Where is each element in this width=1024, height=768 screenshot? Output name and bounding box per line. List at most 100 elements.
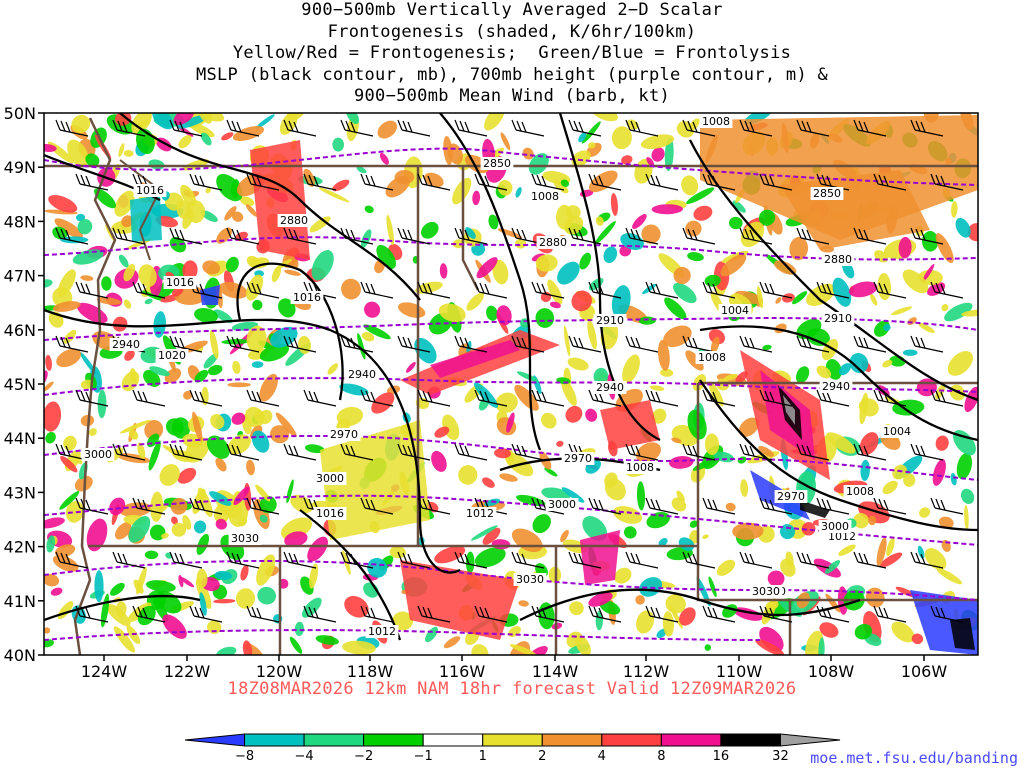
wind-barb	[454, 119, 488, 137]
pressure-label-bg	[528, 190, 562, 203]
wind-barb	[739, 335, 773, 353]
colorbar-tick-label: −2	[354, 749, 373, 764]
colorbar-swatch	[482, 733, 543, 747]
wind-barb	[511, 551, 545, 569]
wind-barb	[796, 551, 830, 569]
wind-barb	[417, 497, 451, 515]
wind-barb	[360, 389, 394, 407]
colorbar-tick-label: −1	[414, 749, 433, 764]
colorbar-tick-label: 16	[713, 749, 730, 764]
wind-barb	[189, 605, 223, 623]
wind-barb	[739, 227, 773, 245]
colorbar-tick-label: −4	[295, 749, 314, 764]
pressure-label: 1016	[136, 184, 164, 197]
height-label-bg	[228, 532, 262, 545]
wind-barb	[910, 551, 944, 569]
pressure-label-bg	[843, 485, 877, 498]
colorbar-swatch	[601, 733, 662, 747]
height-label: 3030	[231, 532, 259, 545]
wind-barb	[189, 389, 223, 407]
wind-barb	[702, 389, 736, 407]
wind-barb	[568, 119, 602, 137]
wind-barb	[853, 227, 887, 245]
wind-barb	[55, 335, 89, 353]
lon-label: 122W	[164, 662, 211, 681]
title-line-2: Frontogenesis (shaded, K/6hr/100km)	[327, 21, 697, 42]
pressure-label: 1016	[166, 276, 194, 289]
height-label-bg	[818, 520, 852, 533]
wind-barb	[474, 605, 508, 623]
height-label-bg	[277, 214, 311, 227]
lon-label: 108W	[808, 662, 855, 681]
title-block: 900−500mb Vertically Averaged 2−D Scalar…	[0, 0, 1024, 108]
wind-barb	[511, 119, 545, 137]
wind-barb	[853, 119, 887, 137]
wind-barb	[340, 335, 374, 353]
wind-barb	[910, 227, 944, 245]
pressure-label-bg	[463, 507, 497, 520]
credit-link[interactable]: moe.met.fsu.edu/banding	[810, 749, 1018, 767]
wind-barb	[625, 227, 659, 245]
wind-barb	[759, 497, 793, 515]
wind-barb	[340, 119, 374, 137]
height-label-bg	[545, 498, 579, 511]
wind-barb	[132, 605, 166, 623]
wind-barb	[853, 335, 887, 353]
height-label-bg	[81, 448, 115, 461]
colorbar-swatch	[541, 733, 603, 747]
wind-barb	[397, 227, 431, 245]
wind-barb	[645, 173, 679, 191]
wind-barb	[454, 227, 488, 245]
wind-barb	[360, 281, 394, 299]
wind-barb	[283, 335, 317, 353]
height-label-bg	[109, 338, 143, 351]
wind-barb	[417, 281, 451, 299]
wind-barb	[682, 119, 716, 137]
wind-barb	[531, 173, 565, 191]
state-border	[461, 166, 480, 291]
wind-barb	[340, 443, 374, 461]
wind-barb	[169, 119, 203, 137]
wind-barb	[226, 119, 260, 137]
wind-barb	[645, 281, 679, 299]
wind-barb	[283, 227, 317, 245]
wind-barb	[283, 443, 317, 461]
height-label: 3000	[84, 448, 112, 461]
wind-barb	[246, 605, 280, 623]
wind-barb	[340, 551, 374, 569]
height-label-bg	[536, 236, 570, 249]
wind-barb	[189, 497, 223, 515]
wind-barb	[397, 335, 431, 353]
title-line-5: 900−500mb Mean Wind (barb, kt)	[353, 86, 671, 106]
wind-barb	[340, 227, 374, 245]
wind-barb	[189, 173, 223, 191]
wind-barb	[417, 389, 451, 407]
colorbar-swatch	[660, 733, 722, 747]
colorbar-swatch	[184, 733, 246, 747]
lon-label: 106W	[901, 662, 948, 681]
wind-barb	[796, 335, 830, 353]
wind-barb	[873, 173, 907, 191]
pressure-label-bg	[365, 625, 399, 638]
pressure-label-bg	[825, 530, 859, 543]
height-label: 2850	[813, 187, 841, 200]
height-contour	[44, 147, 978, 186]
lat-label: 46N	[4, 321, 36, 340]
wind-barb	[930, 497, 964, 515]
wind-barb	[625, 443, 659, 461]
lon-label: 114W	[532, 662, 579, 681]
pressure-contour	[44, 308, 461, 574]
lon-label: 124W	[81, 662, 128, 681]
height-label-bg	[821, 253, 855, 266]
height-label-bg	[810, 187, 844, 200]
wind-barb	[739, 443, 773, 461]
lat-label: 41N	[4, 592, 36, 611]
wind-barb	[531, 605, 565, 623]
wind-barb	[75, 605, 109, 623]
wind-barb	[588, 173, 622, 191]
wind-barb	[702, 173, 736, 191]
lat-label: 47N	[4, 267, 36, 286]
lon-label: 120W	[256, 662, 303, 681]
colorbar-swatch	[422, 733, 484, 747]
